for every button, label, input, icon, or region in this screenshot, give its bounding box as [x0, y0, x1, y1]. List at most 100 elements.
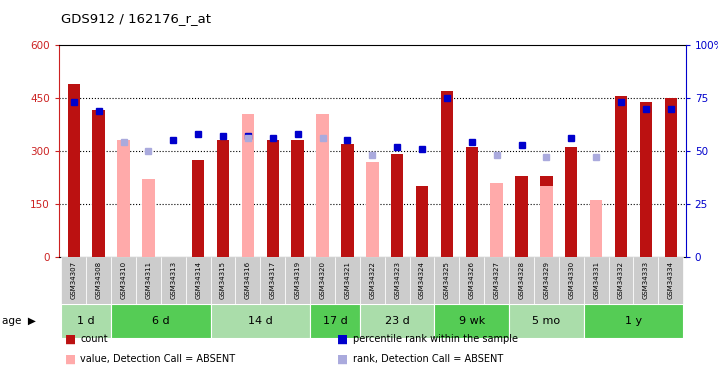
Bar: [434, 304, 509, 338]
Bar: [633, 257, 658, 304]
Bar: [111, 304, 210, 338]
Bar: [335, 257, 360, 304]
Bar: [534, 257, 559, 304]
Bar: [261, 257, 285, 304]
Bar: [360, 304, 434, 338]
Bar: [61, 304, 111, 338]
Bar: [285, 257, 310, 304]
Bar: [317, 114, 329, 257]
Text: ■: ■: [337, 333, 348, 345]
Bar: [236, 257, 261, 304]
Bar: [584, 304, 684, 338]
Text: 14 d: 14 d: [248, 316, 273, 326]
Bar: [93, 110, 105, 257]
Text: GSM34320: GSM34320: [320, 261, 325, 299]
Text: GSM34316: GSM34316: [245, 261, 251, 299]
Bar: [310, 304, 360, 338]
Bar: [441, 91, 453, 257]
Text: rank, Detection Call = ABSENT: rank, Detection Call = ABSENT: [353, 354, 503, 364]
Bar: [516, 176, 528, 257]
Bar: [409, 257, 434, 304]
Bar: [540, 186, 553, 257]
Bar: [559, 257, 584, 304]
Text: 17 d: 17 d: [322, 316, 348, 326]
Bar: [186, 257, 210, 304]
Text: GSM34311: GSM34311: [146, 261, 151, 299]
Bar: [490, 183, 503, 257]
Bar: [360, 257, 385, 304]
Text: 23 d: 23 d: [385, 316, 409, 326]
Text: percentile rank within the sample: percentile rank within the sample: [353, 334, 518, 344]
Bar: [460, 257, 484, 304]
Bar: [266, 140, 279, 257]
Text: GSM34325: GSM34325: [444, 261, 450, 299]
Text: GSM34307: GSM34307: [71, 261, 77, 299]
Text: 5 mo: 5 mo: [532, 316, 561, 326]
Text: ■: ■: [337, 353, 348, 366]
Bar: [640, 102, 652, 257]
Bar: [217, 140, 229, 257]
Text: GSM34308: GSM34308: [95, 261, 102, 299]
Text: 6 d: 6 d: [152, 316, 169, 326]
Bar: [192, 160, 205, 257]
Bar: [210, 304, 310, 338]
Text: ■: ■: [65, 353, 75, 366]
Text: GSM34332: GSM34332: [618, 261, 624, 299]
Bar: [484, 257, 509, 304]
Text: count: count: [80, 334, 108, 344]
Bar: [242, 114, 254, 257]
Text: GSM34327: GSM34327: [494, 261, 500, 299]
Bar: [590, 200, 602, 257]
Text: GSM34334: GSM34334: [668, 261, 673, 299]
Bar: [416, 186, 428, 257]
Bar: [310, 257, 335, 304]
Bar: [111, 257, 136, 304]
Text: GSM34323: GSM34323: [394, 261, 400, 299]
Bar: [385, 257, 409, 304]
Bar: [434, 257, 460, 304]
Bar: [292, 140, 304, 257]
Text: GDS912 / 162176_r_at: GDS912 / 162176_r_at: [61, 12, 211, 26]
Text: age  ▶: age ▶: [2, 316, 36, 326]
Text: 1 d: 1 d: [78, 316, 95, 326]
Text: GSM34321: GSM34321: [345, 261, 350, 299]
Bar: [117, 140, 130, 257]
Text: GSM34324: GSM34324: [419, 261, 425, 299]
Text: ■: ■: [65, 333, 75, 345]
Text: GSM34322: GSM34322: [369, 261, 376, 299]
Bar: [465, 147, 478, 257]
Bar: [86, 257, 111, 304]
Text: GSM34330: GSM34330: [568, 261, 574, 299]
Text: GSM34315: GSM34315: [220, 261, 226, 299]
Bar: [509, 257, 534, 304]
Bar: [67, 84, 80, 257]
Text: GSM34329: GSM34329: [544, 261, 549, 299]
Text: value, Detection Call = ABSENT: value, Detection Call = ABSENT: [80, 354, 236, 364]
Text: GSM34331: GSM34331: [593, 261, 599, 299]
Bar: [584, 257, 609, 304]
Bar: [142, 179, 154, 257]
Bar: [391, 154, 404, 257]
Bar: [540, 176, 553, 257]
Text: GSM34313: GSM34313: [170, 261, 177, 299]
Bar: [61, 257, 86, 304]
Bar: [565, 147, 577, 257]
Text: GSM34328: GSM34328: [518, 261, 525, 299]
Bar: [615, 96, 628, 257]
Text: GSM34333: GSM34333: [643, 261, 649, 299]
Text: GSM34314: GSM34314: [195, 261, 201, 299]
Text: GSM34319: GSM34319: [294, 261, 301, 299]
Text: 1 y: 1 y: [625, 316, 642, 326]
Bar: [210, 257, 236, 304]
Text: GSM34317: GSM34317: [270, 261, 276, 299]
Bar: [609, 257, 633, 304]
Bar: [665, 98, 677, 257]
Text: GSM34310: GSM34310: [121, 261, 126, 299]
Bar: [161, 257, 186, 304]
Bar: [509, 304, 584, 338]
Bar: [658, 257, 684, 304]
Text: GSM34326: GSM34326: [469, 261, 475, 299]
Bar: [136, 257, 161, 304]
Text: 9 wk: 9 wk: [459, 316, 485, 326]
Bar: [366, 162, 378, 257]
